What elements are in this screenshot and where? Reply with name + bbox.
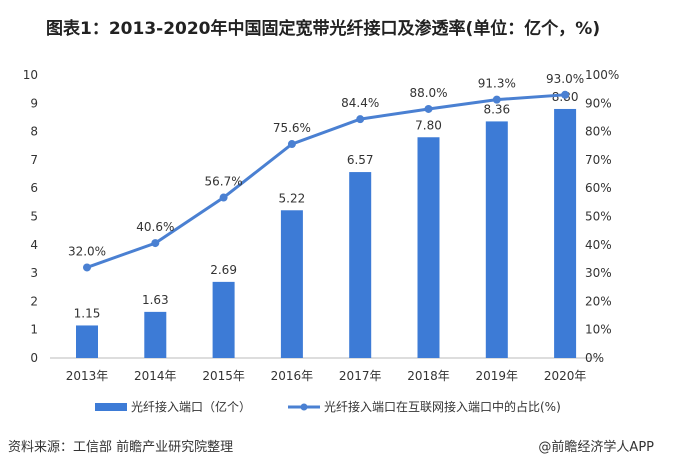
left-axis-tick: 4 <box>30 238 38 252</box>
left-axis-tick: 1 <box>30 323 38 337</box>
bar <box>76 325 98 358</box>
right-axis-tick: 40% <box>585 238 612 252</box>
legend-line-swatch <box>288 403 320 410</box>
bar-data-label: 2.69 <box>210 263 237 277</box>
bar <box>417 137 440 358</box>
bar <box>280 210 303 358</box>
x-axis-tick: 2017年 <box>339 369 382 383</box>
combo-chart: 0123456789100%10%20%30%40%50%60%70%80%90… <box>23 68 620 383</box>
left-axis-tick: 5 <box>30 210 38 224</box>
x-axis-tick: 2018年 <box>407 369 450 383</box>
line-point <box>151 239 160 248</box>
right-axis-tick: 100% <box>585 68 619 82</box>
bar-data-label: 7.80 <box>415 118 442 132</box>
line-series <box>86 93 566 269</box>
line-point <box>356 115 365 124</box>
left-axis-tick: 7 <box>30 153 38 167</box>
left-axis-tick: 3 <box>30 266 38 280</box>
x-axis-tick: 2013年 <box>66 369 109 383</box>
legend-item-line: 光纤接入端口在互联网接入端口中的占比(%) <box>288 398 561 415</box>
line-data-label: 91.3% <box>478 77 516 91</box>
line-data-label: 84.4% <box>341 96 379 110</box>
chart-title: 图表1：2013-2020年中国固定宽带光纤接口及渗透率(单位：亿个，%) <box>46 19 601 39</box>
line-point <box>287 140 296 149</box>
right-axis-tick: 60% <box>585 181 612 195</box>
bar <box>554 108 577 359</box>
bar-data-label: 1.63 <box>142 293 169 307</box>
line-data-label: 88.0% <box>409 86 447 100</box>
bar <box>485 121 508 358</box>
line-point <box>492 95 501 104</box>
right-axis-tick: 70% <box>585 153 612 167</box>
bar-data-label: 1.15 <box>74 306 101 320</box>
legend-bar-label: 光纤接入端口（亿个） <box>131 400 252 414</box>
bar <box>349 172 372 358</box>
line-point <box>424 104 433 113</box>
right-axis-tick: 20% <box>585 294 612 308</box>
bar <box>212 281 235 358</box>
line-data-label: 32.0% <box>68 244 106 258</box>
x-axis-tick: 2014年 <box>134 369 177 383</box>
x-axis-tick: 2016年 <box>271 369 314 383</box>
right-axis-tick: 50% <box>585 210 612 224</box>
line-point <box>561 90 570 99</box>
x-axis-tick: 2020年 <box>544 369 587 383</box>
left-axis-tick: 9 <box>30 96 38 110</box>
line-data-label: 93.0% <box>546 72 584 86</box>
left-axis-tick: 8 <box>30 125 38 139</box>
right-axis-tick: 0% <box>585 351 604 365</box>
legend-line-label: 光纤接入端口在互联网接入端口中的占比(%) <box>324 400 561 414</box>
line-point <box>219 193 228 202</box>
source-note: 资料来源：工信部 前瞻产业研究院整理 <box>8 440 234 455</box>
right-axis-tick: 80% <box>585 125 612 139</box>
line-data-label: 75.6% <box>273 121 311 135</box>
x-axis-tick: 2019年 <box>476 369 519 383</box>
bar <box>144 311 167 358</box>
left-axis-tick: 10 <box>23 68 38 82</box>
left-axis-tick: 6 <box>30 181 38 195</box>
bar-data-label: 6.57 <box>347 153 374 167</box>
right-axis-tick: 90% <box>585 96 612 110</box>
line-data-label: 56.7% <box>205 175 243 189</box>
legend-bar-swatch <box>95 402 127 411</box>
right-axis-tick: 30% <box>585 266 612 280</box>
line-data-label: 40.6% <box>136 220 174 234</box>
bar-data-label: 5.22 <box>279 191 306 205</box>
right-axis-tick: 10% <box>585 323 612 337</box>
line-point <box>83 263 91 272</box>
left-axis-tick: 2 <box>30 294 38 308</box>
legend-item-bar: 光纤接入端口（亿个） <box>95 398 251 415</box>
bar-data-label: 8.36 <box>483 102 510 116</box>
brand-watermark: @前瞻经济学人APP <box>538 440 654 455</box>
left-axis-tick: 0 <box>30 351 38 365</box>
x-axis-tick: 2015年 <box>202 369 245 383</box>
